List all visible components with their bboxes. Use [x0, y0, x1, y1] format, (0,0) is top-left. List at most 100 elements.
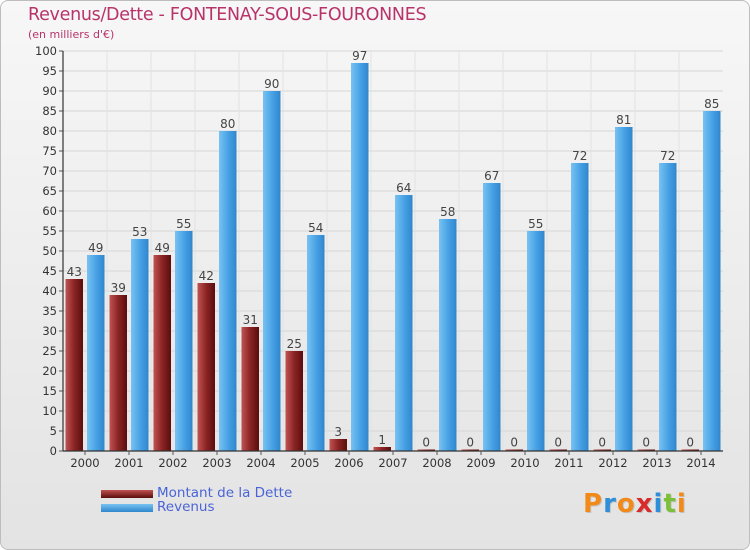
bar-debt [241, 327, 259, 451]
logo-letter: i [653, 489, 664, 519]
bar-revenue [263, 91, 281, 451]
y-tick-label: 40 [42, 284, 57, 298]
bar-revenue [439, 219, 457, 451]
data-label-debt: 0 [642, 436, 650, 450]
bar-debt [637, 449, 655, 451]
bar-debt [681, 449, 699, 451]
logo-letter: P [583, 489, 604, 519]
y-tick-label: 100 [35, 44, 57, 58]
data-label-revenue: 72 [572, 149, 587, 163]
bar-revenue [351, 63, 369, 451]
chart-subtitle: (en milliers d'€) [28, 28, 115, 41]
bar-revenue [483, 183, 501, 451]
y-tick-label: 35 [42, 304, 57, 318]
bar-debt [593, 449, 611, 451]
y-tick-label: 15 [42, 384, 57, 398]
bar-debt [549, 449, 567, 451]
logo-letter: x [635, 489, 654, 519]
data-label-debt: 0 [686, 436, 694, 450]
y-tick-label: 30 [42, 324, 57, 338]
data-label-debt: 31 [243, 313, 258, 327]
data-label-debt: 0 [510, 436, 518, 450]
legend-swatch-debt [101, 490, 153, 498]
data-label-revenue: 58 [440, 205, 455, 219]
data-label-revenue: 53 [132, 225, 147, 239]
bar-debt [461, 449, 479, 451]
bar-revenue [659, 163, 677, 451]
proxiti-logo: Proxiti [583, 489, 687, 519]
y-tick-label: 75 [42, 144, 57, 158]
data-label-revenue: 81 [616, 113, 631, 127]
y-tick-label: 90 [42, 84, 57, 98]
data-label-revenue: 97 [352, 49, 367, 63]
data-label-debt: 3 [334, 425, 342, 439]
data-label-debt: 42 [199, 269, 214, 283]
data-label-debt: 0 [554, 436, 562, 450]
data-label-revenue: 55 [528, 217, 543, 231]
bar-debt [373, 447, 391, 451]
legend-label-revenue: Revenus [157, 499, 215, 515]
x-tick-label: 2009 [466, 456, 495, 470]
bar-debt [153, 255, 171, 451]
y-tick-label: 95 [42, 64, 57, 78]
bar-revenue [219, 131, 237, 451]
x-tick-label: 2013 [642, 456, 671, 470]
x-tick-label: 2011 [554, 456, 583, 470]
data-label-revenue: 54 [308, 221, 323, 235]
legend-label-debt: Montant de la Dette [157, 485, 293, 501]
y-tick-label: 85 [42, 104, 57, 118]
bar-revenue [307, 235, 325, 451]
logo-letter: i [676, 489, 687, 519]
x-tick-label: 2004 [246, 456, 275, 470]
x-tick-label: 2007 [378, 456, 407, 470]
y-tick-label: 10 [42, 404, 57, 418]
data-label-revenue: 55 [176, 217, 191, 231]
data-label-debt: 49 [155, 241, 170, 255]
x-tick-label: 2010 [510, 456, 539, 470]
data-label-debt: 43 [67, 265, 82, 279]
x-tick-label: 2003 [202, 456, 231, 470]
y-tick-label: 60 [42, 204, 57, 218]
data-label-debt: 1 [378, 433, 386, 447]
bar-debt [197, 283, 215, 451]
data-label-revenue: 85 [704, 97, 719, 111]
data-label-revenue: 64 [396, 181, 411, 195]
y-tick-label: 80 [42, 124, 57, 138]
data-label-debt: 0 [598, 436, 606, 450]
y-tick-label: 25 [42, 344, 57, 358]
y-tick-label: 70 [42, 164, 57, 178]
y-tick-label: 50 [42, 244, 57, 258]
data-label-revenue: 67 [484, 169, 499, 183]
y-tick-label: 20 [42, 364, 57, 378]
chart-title: Revenus/Dette - FONTENAY-SOUS-FOURONNES [28, 5, 427, 25]
bar-debt [65, 279, 83, 451]
data-label-revenue: 49 [88, 241, 103, 255]
y-tick-label: 65 [42, 184, 57, 198]
y-tick-label: 45 [42, 264, 57, 278]
data-label-revenue: 90 [264, 77, 279, 91]
bar-revenue [395, 195, 413, 451]
bar-revenue [131, 239, 149, 451]
bar-revenue [571, 163, 589, 451]
y-tick-label: 0 [50, 444, 57, 458]
data-label-revenue: 72 [660, 149, 675, 163]
logo-letter: t [663, 489, 677, 519]
x-tick-label: 2006 [334, 456, 363, 470]
x-tick-label: 2005 [290, 456, 319, 470]
bar-debt [329, 439, 347, 451]
x-tick-label: 2001 [114, 456, 143, 470]
y-tick-label: 55 [42, 224, 57, 238]
data-label-debt: 0 [422, 436, 430, 450]
x-tick-label: 2014 [686, 456, 715, 470]
bar-debt [417, 449, 435, 451]
bar-revenue [527, 231, 545, 451]
logo-letter: r [603, 489, 617, 519]
bar-debt [285, 351, 303, 451]
data-label-revenue: 80 [220, 117, 235, 131]
x-tick-label: 2012 [598, 456, 627, 470]
data-label-debt: 25 [287, 337, 302, 351]
data-label-debt: 0 [466, 436, 474, 450]
logo-letter: o [616, 489, 636, 519]
